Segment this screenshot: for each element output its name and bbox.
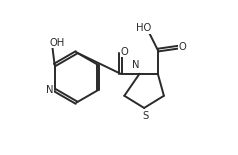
Text: O: O: [120, 47, 128, 57]
Text: N: N: [132, 60, 139, 70]
Text: OH: OH: [50, 38, 65, 48]
Text: N: N: [46, 85, 54, 95]
Text: HO: HO: [136, 23, 151, 33]
Text: O: O: [178, 42, 186, 52]
Text: S: S: [143, 111, 149, 121]
